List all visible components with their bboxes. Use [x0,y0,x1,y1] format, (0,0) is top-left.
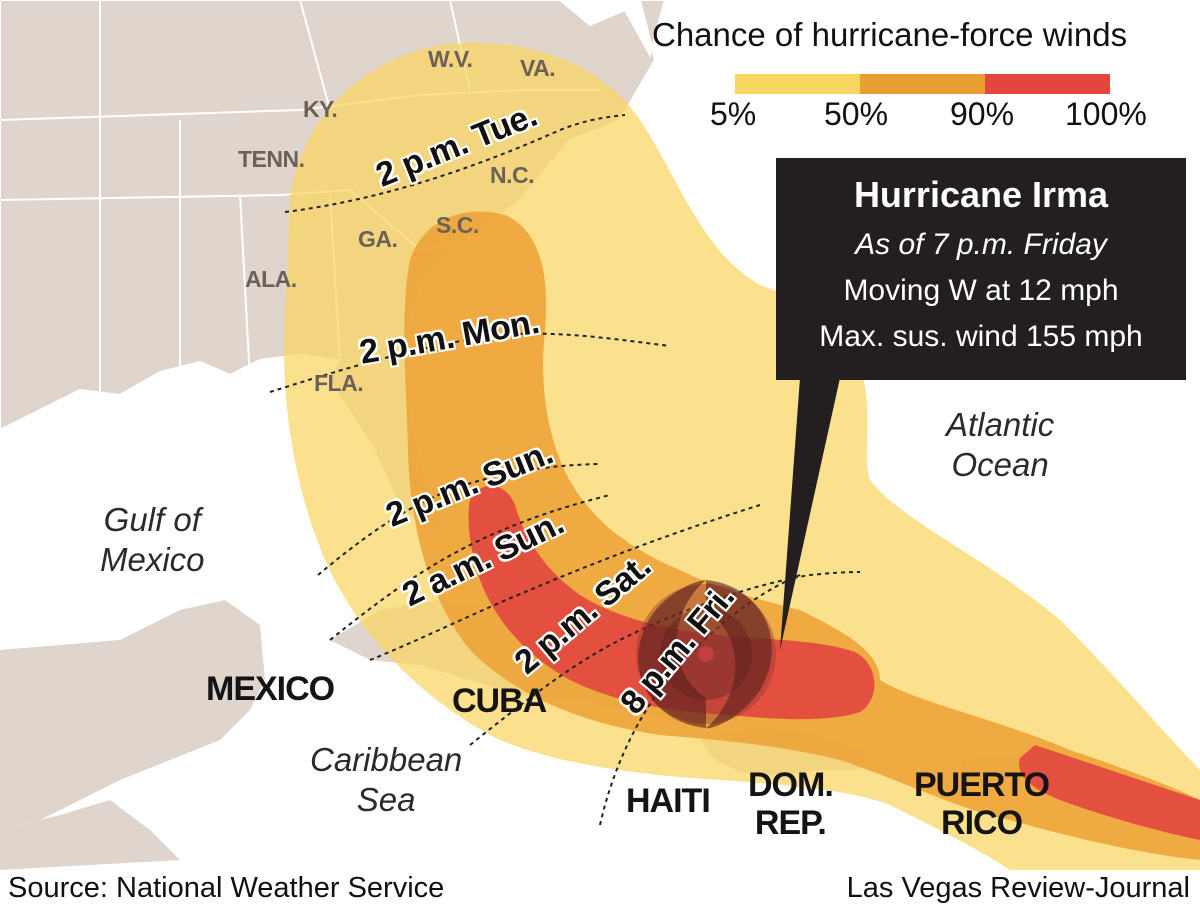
source-credit: Source: National Weather Service [8,872,445,904]
info-as-of: As of 7 p.m. Friday [855,228,1107,261]
country-label-puerto-rico: PUERTO RICO [914,766,1050,842]
info-movement: Moving W at 12 mph [843,274,1119,307]
legend-label-90: 90% [950,96,1015,132]
state-label-nc: N.C. [490,162,535,188]
land-central-america [0,800,180,870]
legend-bar-5-50 [735,74,860,94]
country-label-cuba: CUBA [452,682,547,720]
state-label-ky: KY. [303,96,338,122]
water-label-atlantic: Atlantic Ocean [946,406,1055,483]
legend-title: Chance of hurricane-force winds [652,16,1128,53]
country-label-mexico: MEXICO [206,670,335,708]
water-label-gulf: Gulf of Mexico [100,501,205,578]
map-canvas [0,0,1200,870]
state-label-sc: S.C. [436,212,479,238]
hurricane-info-box: Hurricane Irma As of 7 p.m. Friday Movin… [776,158,1186,380]
cone-90-percent-tail [1019,745,1200,840]
legend-label-50: 50% [824,96,889,132]
land-mexico [0,600,265,830]
hurricane-center-icon [636,580,776,729]
info-max-wind: Max. sus. wind 155 mph [819,320,1143,353]
info-box-pointer [780,378,840,650]
state-label-ala: ALA. [245,266,297,292]
state-label-fla: FLA. [314,370,364,396]
country-label-dom-rep: DOM. REP. [748,766,834,842]
legend-label-100: 100% [1065,96,1147,132]
state-label-tenn: TENN. [238,146,305,172]
legend-label-5: 5% [710,96,757,132]
publisher-credit: Las Vegas Review-Journal [846,872,1190,904]
cone-90-percent [468,485,875,720]
wind-probability-legend: Chance of hurricane-force winds 5% 50% 9… [640,12,1200,142]
state-label-wv: W.V. [428,46,473,72]
legend-bar-90-100 [985,74,1110,94]
water-label-caribbean: Caribbean Sea [310,741,463,818]
legend-bar-50-90 [860,74,985,94]
state-label-va: VA. [520,55,556,81]
cone-50-percent [404,211,1200,860]
country-label-haiti: HAITI [626,782,711,820]
info-title: Hurricane Irma [853,174,1109,215]
state-label-ga: GA. [358,226,398,252]
